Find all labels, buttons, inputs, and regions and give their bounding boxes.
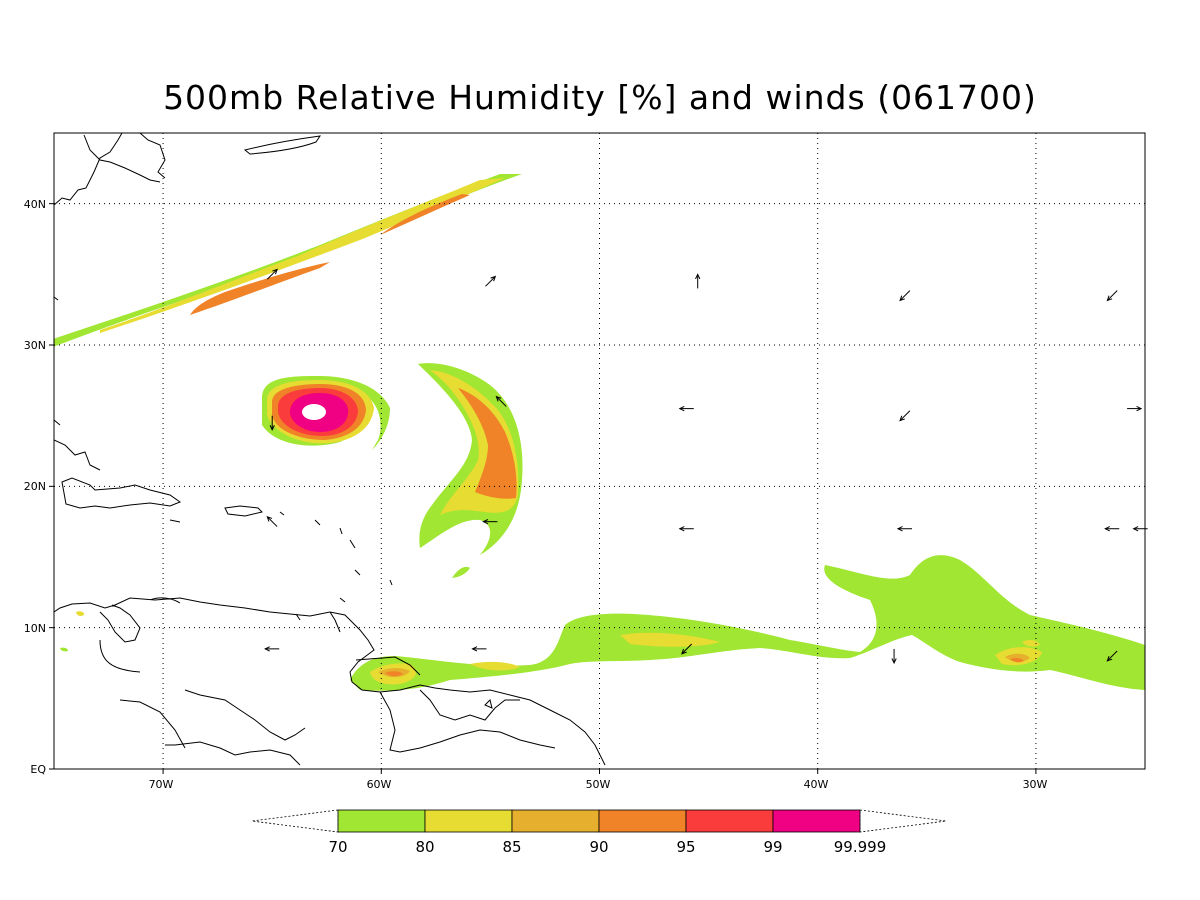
north-america-coast — [54, 133, 322, 471]
wind-arrow — [891, 648, 897, 665]
wind-arrow — [485, 275, 497, 287]
colorbar-level-label: 99 — [763, 838, 782, 856]
colorbar-swatch — [424, 809, 513, 833]
colorbar-swatch — [511, 809, 600, 833]
colorbar-swatch — [772, 809, 861, 833]
colorbar-right-triangle — [859, 809, 947, 833]
y-tick-label: 30N — [24, 339, 46, 352]
itcz-band-70 — [350, 555, 1145, 691]
caribbean-islands — [61, 477, 393, 603]
chart-title: 500mb Relative Humidity [%] and winds (0… — [163, 78, 1037, 117]
colorbar-level-label: 90 — [589, 838, 608, 856]
wind-arrow — [269, 415, 275, 431]
curved-band-90 — [458, 388, 517, 499]
wind-vectors — [264, 268, 1148, 665]
curved-band-tail — [452, 566, 470, 578]
colorbar-level-label: 99.999 — [834, 838, 887, 856]
colorbar-level-label: 70 — [328, 838, 347, 856]
wind-arrow — [1106, 290, 1118, 302]
wind-arrow — [1127, 405, 1143, 412]
wind-arrow — [899, 410, 911, 422]
wind-arrow — [1104, 526, 1120, 532]
wind-arrow — [266, 515, 278, 527]
x-tick-label: 70W — [149, 778, 174, 791]
colorbar-swatch — [685, 809, 774, 833]
y-tick-label: 10N — [24, 622, 46, 635]
wind-arrow — [1106, 650, 1118, 662]
wind-arrow — [681, 643, 693, 655]
humidity-shading — [54, 174, 1145, 691]
cyclone-eye — [302, 404, 326, 420]
frontal-band-90 — [190, 194, 470, 315]
wind-arrow — [695, 273, 701, 289]
colorbar-swatch — [337, 809, 426, 833]
y-tick-label: 20N — [24, 480, 46, 493]
small-patch — [76, 611, 85, 616]
colorbar-left-triangle — [251, 809, 339, 833]
colorbar-level-label: 95 — [676, 838, 695, 856]
colorbar-level-label: 85 — [502, 838, 521, 856]
wind-arrow — [678, 526, 694, 532]
x-tick-label: 50W — [586, 778, 611, 791]
south-america-coast — [54, 597, 606, 766]
grid — [54, 133, 1145, 769]
x-tick-label: 30W — [1023, 778, 1048, 791]
colorbar: 70 80 85 90 95 99 99.999 — [251, 809, 947, 856]
y-tick-label: 40N — [24, 198, 46, 211]
wind-arrow — [495, 395, 507, 407]
wind-arrow — [1132, 526, 1148, 532]
x-tick-label: 40W — [804, 778, 829, 791]
wind-arrow — [471, 646, 487, 652]
wind-arrow — [266, 268, 278, 280]
frontal-band-80 — [100, 178, 505, 333]
wind-arrow — [899, 290, 911, 302]
itcz-band-80 — [370, 632, 1042, 685]
wind-arrow — [482, 519, 498, 525]
wind-arrow — [264, 646, 280, 652]
small-patch-2 — [60, 647, 68, 652]
x-tick-label: 60W — [367, 778, 392, 791]
colorbar-swatch — [598, 809, 687, 833]
y-tick-label: EQ — [30, 763, 46, 776]
wind-arrow — [678, 405, 694, 412]
wind-arrow — [896, 526, 912, 532]
axes: 70W 60W 50W 40W 30W EQ 10N 20N 30N 40N — [24, 198, 1048, 791]
colorbar-level-label: 80 — [415, 838, 434, 856]
coastlines — [54, 133, 606, 766]
